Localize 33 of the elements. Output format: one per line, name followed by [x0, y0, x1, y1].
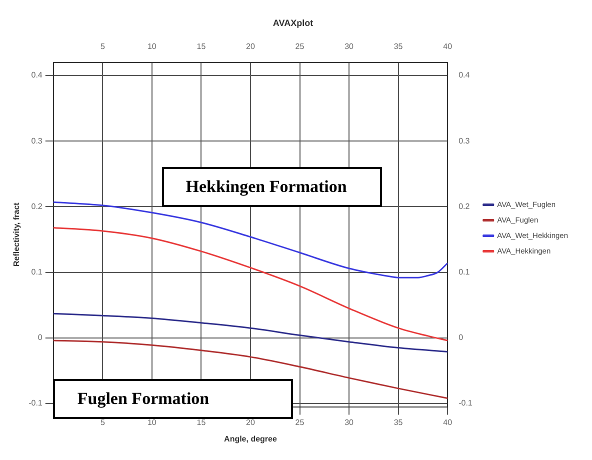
text-box: Hekkingen Formation	[162, 167, 382, 208]
x2-tick-label: 15	[196, 42, 206, 51]
y2-tick-label: 0.3	[458, 136, 470, 146]
x-tick-label: 10	[147, 418, 157, 427]
y2-tick-label: -0.1	[458, 398, 473, 408]
x2-tick-label: 30	[344, 42, 354, 51]
y2-tick-label: 0.2	[458, 202, 470, 211]
x2-tick-label: 25	[295, 42, 305, 51]
y-axis-title: Reflectivity, fract	[12, 202, 22, 267]
x2-tick-label: 10	[147, 42, 157, 51]
x-tick-label: 5	[100, 418, 106, 427]
y2-tick-label: 0.1	[458, 268, 470, 277]
y-tick-label: 0.3	[31, 136, 43, 146]
y-tick-label: -0.1	[28, 398, 43, 408]
x-tick-label: 35	[394, 418, 404, 427]
x-tick-label: 15	[196, 418, 206, 427]
y-tick-label: 0.2	[31, 202, 43, 211]
x-axis-title: Angle, degree	[224, 434, 278, 444]
x-tick-label: 25	[295, 418, 305, 427]
y-tick-label: 0.1	[31, 268, 43, 277]
y-tick-label: 0	[38, 333, 43, 342]
y2-tick-label: 0.4	[458, 70, 470, 80]
y-tick-label: 0.4	[31, 70, 43, 80]
x2-tick-label: 5	[100, 42, 106, 51]
x2-tick-label: 20	[246, 42, 256, 51]
x-tick-label: 40	[443, 418, 453, 427]
chart-title: AVAXplot	[272, 18, 314, 28]
y2-tick-label: 0	[458, 333, 464, 342]
x2-tick-label: 40	[443, 42, 453, 51]
x-tick-label: 30	[344, 418, 354, 427]
x2-tick-label: 35	[394, 42, 404, 51]
text-box: Fuglen Formation	[53, 378, 294, 419]
x-tick-label: 20	[246, 418, 256, 427]
